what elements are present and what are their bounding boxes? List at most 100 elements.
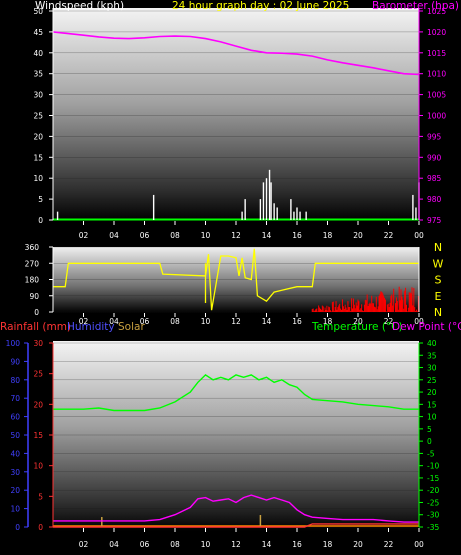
rainfall-series-line — [53, 523, 419, 528]
p3-x-tick-label: 14 — [262, 540, 272, 549]
wind-y-tick-label: 25 — [33, 112, 43, 121]
p1-x-tick-label: 04 — [109, 231, 119, 240]
p3-x-tick-label: 06 — [140, 540, 150, 549]
rainfall-y-tick-label: 25 — [33, 370, 43, 379]
temperature-y-tick-label: -10 — [427, 462, 439, 471]
barometer-y-tick-label: 980 — [427, 195, 442, 204]
wind-y-tick-label: 30 — [33, 91, 43, 100]
p3-x-tick-label: 20 — [353, 540, 363, 549]
p2-x-tick-label: 06 — [140, 317, 150, 326]
barometer-y-tick-label: 1015 — [427, 49, 446, 58]
barometer-y-tick-label: 1010 — [427, 70, 446, 79]
wind-y-tick-label: 45 — [33, 28, 43, 37]
compass-label-s: S — [435, 274, 442, 287]
p3-x-tick-label: 16 — [292, 540, 302, 549]
p1-x-tick-label: 16 — [292, 231, 302, 240]
temperature-y-tick-label: 20 — [427, 388, 437, 397]
direction-y-tick-label: 180 — [25, 276, 40, 285]
panel3-background — [53, 341, 419, 531]
wind-y-tick-label: 10 — [33, 174, 43, 183]
wind-y-tick-label: 20 — [33, 132, 43, 141]
p2-x-tick-label: 10 — [201, 317, 211, 326]
temperature-series-line — [53, 374, 419, 412]
humidity-y-tick-label: 90 — [10, 357, 20, 366]
p3-x-tick-label: 18 — [323, 540, 333, 549]
p1-x-tick-label: 22 — [384, 231, 394, 240]
p3-x-tick-label: 12 — [231, 540, 241, 549]
barometer-axis-label: Barometer (hpa) — [372, 0, 459, 12]
temperature-y-tick-label: 10 — [427, 413, 437, 422]
barometer-y-tick-label: 1005 — [427, 91, 446, 100]
wind-y-tick-label: 50 — [33, 7, 43, 16]
chart-title: 24 hour graph day : 02 June 2025 — [172, 0, 349, 12]
p3-x-tick-label: 02 — [79, 540, 89, 549]
p2-x-tick-label: 04 — [109, 317, 119, 326]
rainfall-y-tick-label: 30 — [33, 339, 43, 348]
direction-y-tick-label: 270 — [25, 259, 40, 268]
legend-temperature: Temperature (°C) — [311, 321, 403, 333]
temperature-y-tick-label: 35 — [427, 351, 437, 360]
compass-label-e: E — [435, 290, 442, 303]
p1-x-tick-label: 14 — [262, 231, 272, 240]
temperature-y-tick-label: -30 — [427, 511, 439, 520]
temperature-y-tick-label: -5 — [427, 449, 435, 458]
p1-x-tick-label: 20 — [353, 231, 363, 240]
direction-y-tick-label: 0 — [34, 308, 39, 317]
temperature-y-tick-label: 25 — [427, 376, 437, 385]
humidity-y-tick-label: 40 — [10, 449, 20, 458]
wind-axis-label: Windspeed (kph) — [35, 0, 124, 12]
wind-y-tick-label: 35 — [33, 70, 43, 79]
p2-x-tick-label: 14 — [262, 317, 272, 326]
rainfall-y-tick-label: 5 — [38, 492, 43, 501]
rainfall-y-tick-label: 0 — [38, 523, 43, 532]
p3-x-tick-label: 10 — [201, 540, 211, 549]
wind-direction-line — [53, 248, 419, 311]
temperature-y-tick-label: -20 — [427, 486, 439, 495]
p2-x-tick-label: 12 — [231, 317, 241, 326]
rainfall-y-tick-label: 10 — [33, 462, 43, 471]
p1-x-tick-label: 06 — [140, 231, 150, 240]
p3-x-tick-label: 04 — [109, 540, 119, 549]
p3-x-tick-label: 00 — [414, 540, 424, 549]
dewpoint-series-line — [53, 494, 419, 523]
humidity-y-tick-label: 0 — [15, 523, 20, 532]
panel1-background — [53, 8, 419, 221]
humidity-y-tick-label: 80 — [10, 376, 20, 385]
humidity-y-tick-label: 20 — [10, 486, 20, 495]
barometer-y-tick-label: 985 — [427, 174, 442, 183]
temperature-y-tick-label: -25 — [427, 498, 439, 507]
compass-label-w: W — [433, 257, 444, 270]
panel2-background — [53, 247, 419, 313]
legend-rainfall: Rainfall (mm) — [0, 321, 71, 333]
humidity-y-tick-label: 100 — [6, 339, 21, 348]
barometer-y-tick-label: 995 — [427, 132, 442, 141]
temperature-y-tick-label: 30 — [427, 364, 437, 373]
wind-y-tick-label: 5 — [38, 195, 43, 204]
rainfall-y-tick-label: 20 — [33, 400, 43, 409]
legend-humidity: Humidity — [67, 321, 115, 333]
p2-x-tick-label: 22 — [384, 317, 394, 326]
humidity-y-tick-label: 60 — [10, 413, 20, 422]
humidity-y-tick-label: 70 — [10, 394, 20, 403]
temperature-y-tick-label: -35 — [427, 523, 439, 532]
barometer-y-tick-label: 975 — [427, 216, 442, 225]
barometer-y-tick-label: 1020 — [427, 28, 446, 37]
barometer-y-tick-label: 990 — [427, 153, 442, 162]
p1-x-tick-label: 08 — [170, 231, 180, 240]
compass-label-n: N — [434, 306, 442, 319]
barometer-y-tick-label: 1025 — [427, 7, 446, 16]
p2-x-tick-label: 02 — [79, 317, 89, 326]
p2-x-tick-label: 00 — [414, 317, 424, 326]
wind-y-tick-label: 40 — [33, 49, 43, 58]
direction-y-tick-label: 90 — [29, 292, 39, 301]
p2-x-tick-label: 16 — [292, 317, 302, 326]
temperature-y-tick-label: -15 — [427, 474, 439, 483]
temperature-y-tick-label: 0 — [427, 437, 432, 446]
legend-solar: Solar — [118, 321, 145, 333]
barometer-series-line — [52, 31, 420, 76]
temperature-y-tick-label: 5 — [427, 425, 432, 434]
p1-x-tick-label: 18 — [323, 231, 333, 240]
humidity-y-tick-label: 50 — [10, 431, 20, 440]
p1-x-tick-label: 10 — [201, 231, 211, 240]
